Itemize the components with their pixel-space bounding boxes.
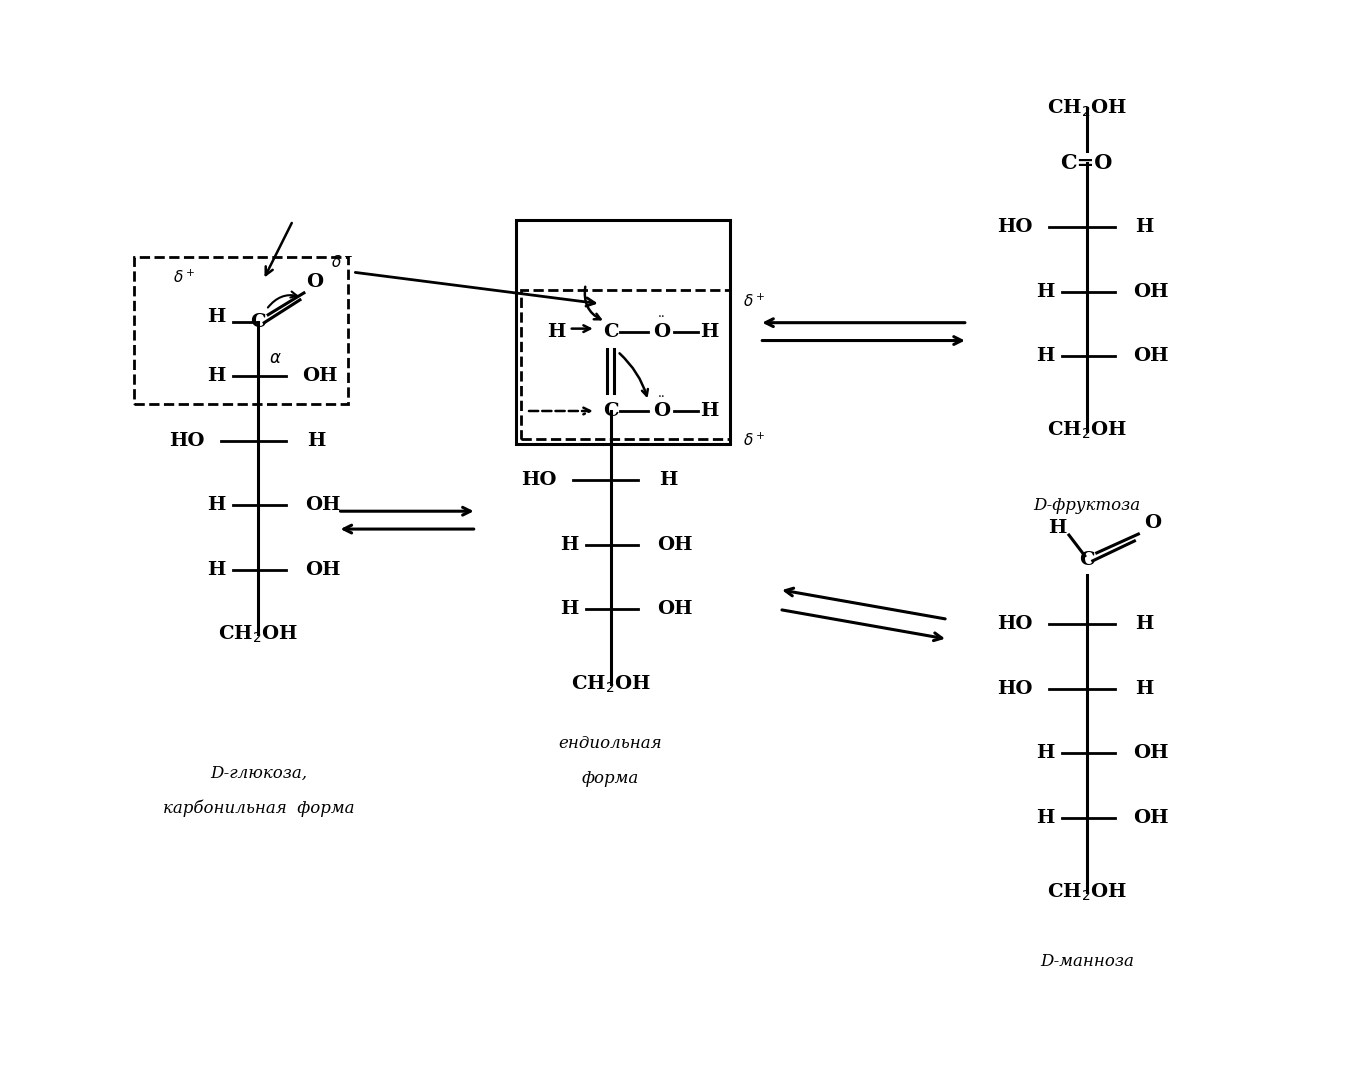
Text: $\delta^+$: $\delta^+$ (743, 293, 766, 311)
Text: H: H (1135, 218, 1154, 236)
Text: H: H (701, 322, 719, 341)
Text: H: H (659, 472, 677, 489)
Text: D-глюкоза,: D-глюкоза, (210, 764, 306, 782)
Text: $\alpha$: $\alpha$ (268, 349, 282, 367)
Text: OH: OH (302, 368, 338, 385)
Text: CH$_2$OH: CH$_2$OH (1047, 98, 1127, 119)
Text: H: H (701, 402, 719, 420)
Text: $\delta^+$: $\delta^+$ (172, 269, 195, 286)
Text: HO: HO (170, 432, 205, 449)
Text: D-манноза: D-манноза (1040, 954, 1134, 970)
Text: D-фруктоза: D-фруктоза (1033, 497, 1140, 514)
Text: HO: HO (998, 218, 1033, 236)
Text: HO: HO (998, 679, 1033, 698)
Text: H: H (207, 307, 226, 326)
Text: C: C (1079, 550, 1094, 569)
Text: OH: OH (658, 601, 693, 618)
Text: карбонильная  форма: карбонильная форма (163, 799, 354, 817)
Text: HO: HO (998, 615, 1033, 633)
Text: H: H (207, 368, 226, 385)
Text: ··: ·· (658, 390, 666, 403)
Text: OH: OH (1134, 808, 1169, 827)
Text: H: H (546, 322, 565, 341)
Text: H: H (306, 432, 325, 449)
Text: CH$_2$OH: CH$_2$OH (218, 624, 298, 645)
Text: H: H (560, 536, 578, 554)
Text: OH: OH (305, 561, 340, 578)
Text: H: H (1135, 615, 1154, 633)
Text: OH: OH (1134, 283, 1169, 301)
Text: H: H (1036, 347, 1055, 366)
Text: CH$_2$OH: CH$_2$OH (1047, 882, 1127, 903)
Text: CH$_2$OH: CH$_2$OH (571, 673, 651, 694)
Text: $\delta^-$: $\delta^-$ (331, 254, 354, 270)
Text: H: H (207, 497, 226, 514)
Text: H: H (560, 601, 578, 618)
Text: H: H (1036, 808, 1055, 827)
Text: H: H (1048, 519, 1066, 538)
Text: O: O (306, 273, 323, 291)
Text: CH$_2$OH: CH$_2$OH (1047, 420, 1127, 442)
Text: OH: OH (305, 497, 340, 514)
Text: O: O (654, 322, 671, 341)
Text: H: H (1036, 283, 1055, 301)
Text: ендиольная: ендиольная (559, 735, 662, 751)
Text: O: O (1143, 514, 1161, 532)
Text: C=O: C=O (1060, 153, 1113, 173)
Text: H: H (1036, 744, 1055, 762)
Text: ··: ·· (658, 312, 666, 325)
Text: OH: OH (1134, 347, 1169, 366)
Text: O: O (654, 402, 671, 420)
Text: C: C (251, 313, 266, 331)
Text: C: C (602, 322, 618, 341)
Text: OH: OH (1134, 744, 1169, 762)
Text: $\delta^+$: $\delta^+$ (743, 432, 766, 449)
Text: H: H (207, 561, 226, 578)
Text: OH: OH (658, 536, 693, 554)
Text: C: C (602, 402, 618, 420)
Text: форма: форма (582, 770, 639, 787)
Text: HO: HO (521, 472, 557, 489)
Text: H: H (1135, 679, 1154, 698)
